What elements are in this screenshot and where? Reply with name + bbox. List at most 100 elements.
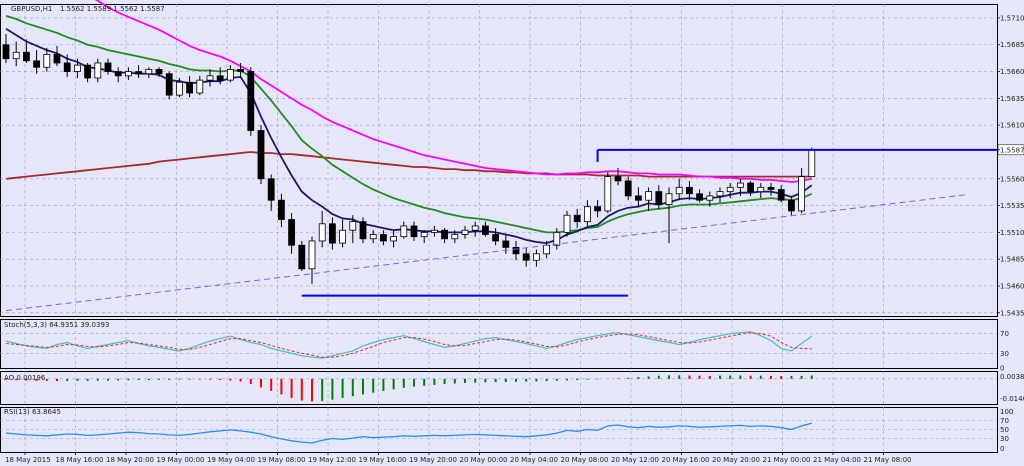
bull-candle-body xyxy=(451,234,459,240)
time-tick-label: 20 May 12:00 xyxy=(611,456,659,464)
bear-candle-body xyxy=(512,246,520,255)
price-tick-label: 1.5485 xyxy=(1000,256,1024,264)
bear-candle-body xyxy=(114,71,122,77)
candle xyxy=(74,58,81,78)
bear-candle-body xyxy=(410,225,418,238)
rsi-lines xyxy=(5,422,812,444)
ema-long-line xyxy=(5,151,812,180)
bear-candle-body xyxy=(655,191,663,205)
candle xyxy=(492,228,500,246)
candle xyxy=(471,221,479,237)
candle xyxy=(216,67,224,85)
candle xyxy=(624,176,632,201)
candle xyxy=(125,67,132,81)
ao-bars xyxy=(5,375,813,402)
candle xyxy=(84,62,91,83)
bear-candle-body xyxy=(359,221,367,240)
bull-candle-body xyxy=(563,214,571,233)
bear-candle-body xyxy=(492,234,500,242)
rsi-level-label: 0 xyxy=(1000,445,1004,453)
stochastic-panel[interactable]: 70 30 0 Stoch(5,3,3) 64.9351 39.0393 xyxy=(0,319,1009,373)
candle xyxy=(481,221,489,237)
bull-candle-body xyxy=(461,229,469,235)
bull-candle-body xyxy=(94,62,102,79)
ao-label: AO 0.00196 xyxy=(4,374,46,382)
bull-candle-body xyxy=(175,81,183,96)
bull-candle-body xyxy=(675,186,683,195)
bull-candle-body xyxy=(339,229,347,244)
bull-candle-body xyxy=(808,149,816,178)
bear-candle-body xyxy=(686,186,693,195)
time-tick-label: 19 May 12:00 xyxy=(308,456,356,464)
candle xyxy=(553,228,561,250)
bull-candle-body xyxy=(43,53,51,68)
bear-candle-body xyxy=(84,64,91,79)
price-tick-label: 1.5635 xyxy=(1000,95,1024,103)
bull-candle-body xyxy=(645,191,652,201)
candle xyxy=(614,168,622,186)
bear-candle-body xyxy=(33,60,40,68)
price-axis: 1.5710 1.5685 1.5660 1.5635 1.5610 1.5587 1.55… xyxy=(997,14,1024,317)
bear-candle-body xyxy=(2,44,10,60)
candle xyxy=(257,125,265,185)
bull-candle-body xyxy=(206,75,214,81)
time-tick-label: 19 May 08:00 xyxy=(258,456,306,464)
bear-candle-body xyxy=(165,73,173,96)
bear-candle-body xyxy=(288,219,296,246)
candle xyxy=(573,208,581,229)
candle xyxy=(788,195,795,216)
candle xyxy=(288,213,296,254)
bull-candle-body xyxy=(471,225,479,231)
time-tick-label: 21 May 00:00 xyxy=(763,456,811,464)
bull-candle-body xyxy=(308,240,316,270)
awesome-oscillator-panel[interactable]: 0.0038 -0.0140 AO 0.00196 xyxy=(0,371,1024,405)
ohlc-values: 1.5562 1.5589 1.5562 1.5587 xyxy=(60,5,165,13)
price-tick-label: 1.5535 xyxy=(1000,202,1024,210)
candle xyxy=(43,47,51,72)
main-price-panel[interactable]: 1.5710 1.5685 1.5660 1.5635 1.5610 1.5587 1.55… xyxy=(0,0,1024,317)
candle xyxy=(267,174,275,211)
candle xyxy=(339,219,347,248)
candle xyxy=(247,67,255,136)
ema-mid-line xyxy=(5,14,813,234)
stoch-signal-line xyxy=(5,332,812,358)
bear-candle-body xyxy=(216,75,224,81)
price-tick-label: 1.5610 xyxy=(1000,122,1024,130)
time-tick-label: 20 May 16:00 xyxy=(662,456,710,464)
bear-candle-body xyxy=(257,130,265,180)
candle xyxy=(349,215,357,244)
candle xyxy=(196,75,204,96)
time-tick-label: 18 May 20:00 xyxy=(106,456,154,464)
bear-candle-body xyxy=(63,62,71,72)
price-tick-label: 1.5660 xyxy=(1000,68,1024,76)
candle xyxy=(53,45,61,67)
time-tick-label: 19 May 20:00 xyxy=(409,456,457,464)
candle xyxy=(135,65,143,78)
candle xyxy=(747,180,754,196)
time-tick-label: 20 May 20:00 xyxy=(712,456,760,464)
rsi-level-label: 50 xyxy=(1000,426,1009,434)
drawn-levels xyxy=(5,148,997,312)
candle xyxy=(522,247,530,267)
candle xyxy=(369,230,377,244)
candle xyxy=(767,183,775,196)
candle xyxy=(584,200,591,226)
price-tick-label: 1.5710 xyxy=(1000,14,1024,22)
stoch-lines xyxy=(5,331,813,359)
bear-candle-body xyxy=(522,253,530,261)
candle xyxy=(430,225,438,237)
stoch-level-label: 30 xyxy=(1000,350,1009,358)
stoch-level-label: 70 xyxy=(1000,330,1009,338)
stoch-label: Stoch(5,3,3) 64.9351 39.0393 xyxy=(4,321,109,329)
rsi-level-label: 30 xyxy=(1000,435,1009,443)
bull-candle-body xyxy=(390,236,398,242)
bull-candle-body xyxy=(533,253,540,261)
candle xyxy=(359,217,367,244)
bull-candle-body xyxy=(757,186,765,193)
candle xyxy=(155,67,163,77)
price-tick-label: 1.5460 xyxy=(1000,282,1024,290)
bull-candle-body xyxy=(737,182,744,188)
